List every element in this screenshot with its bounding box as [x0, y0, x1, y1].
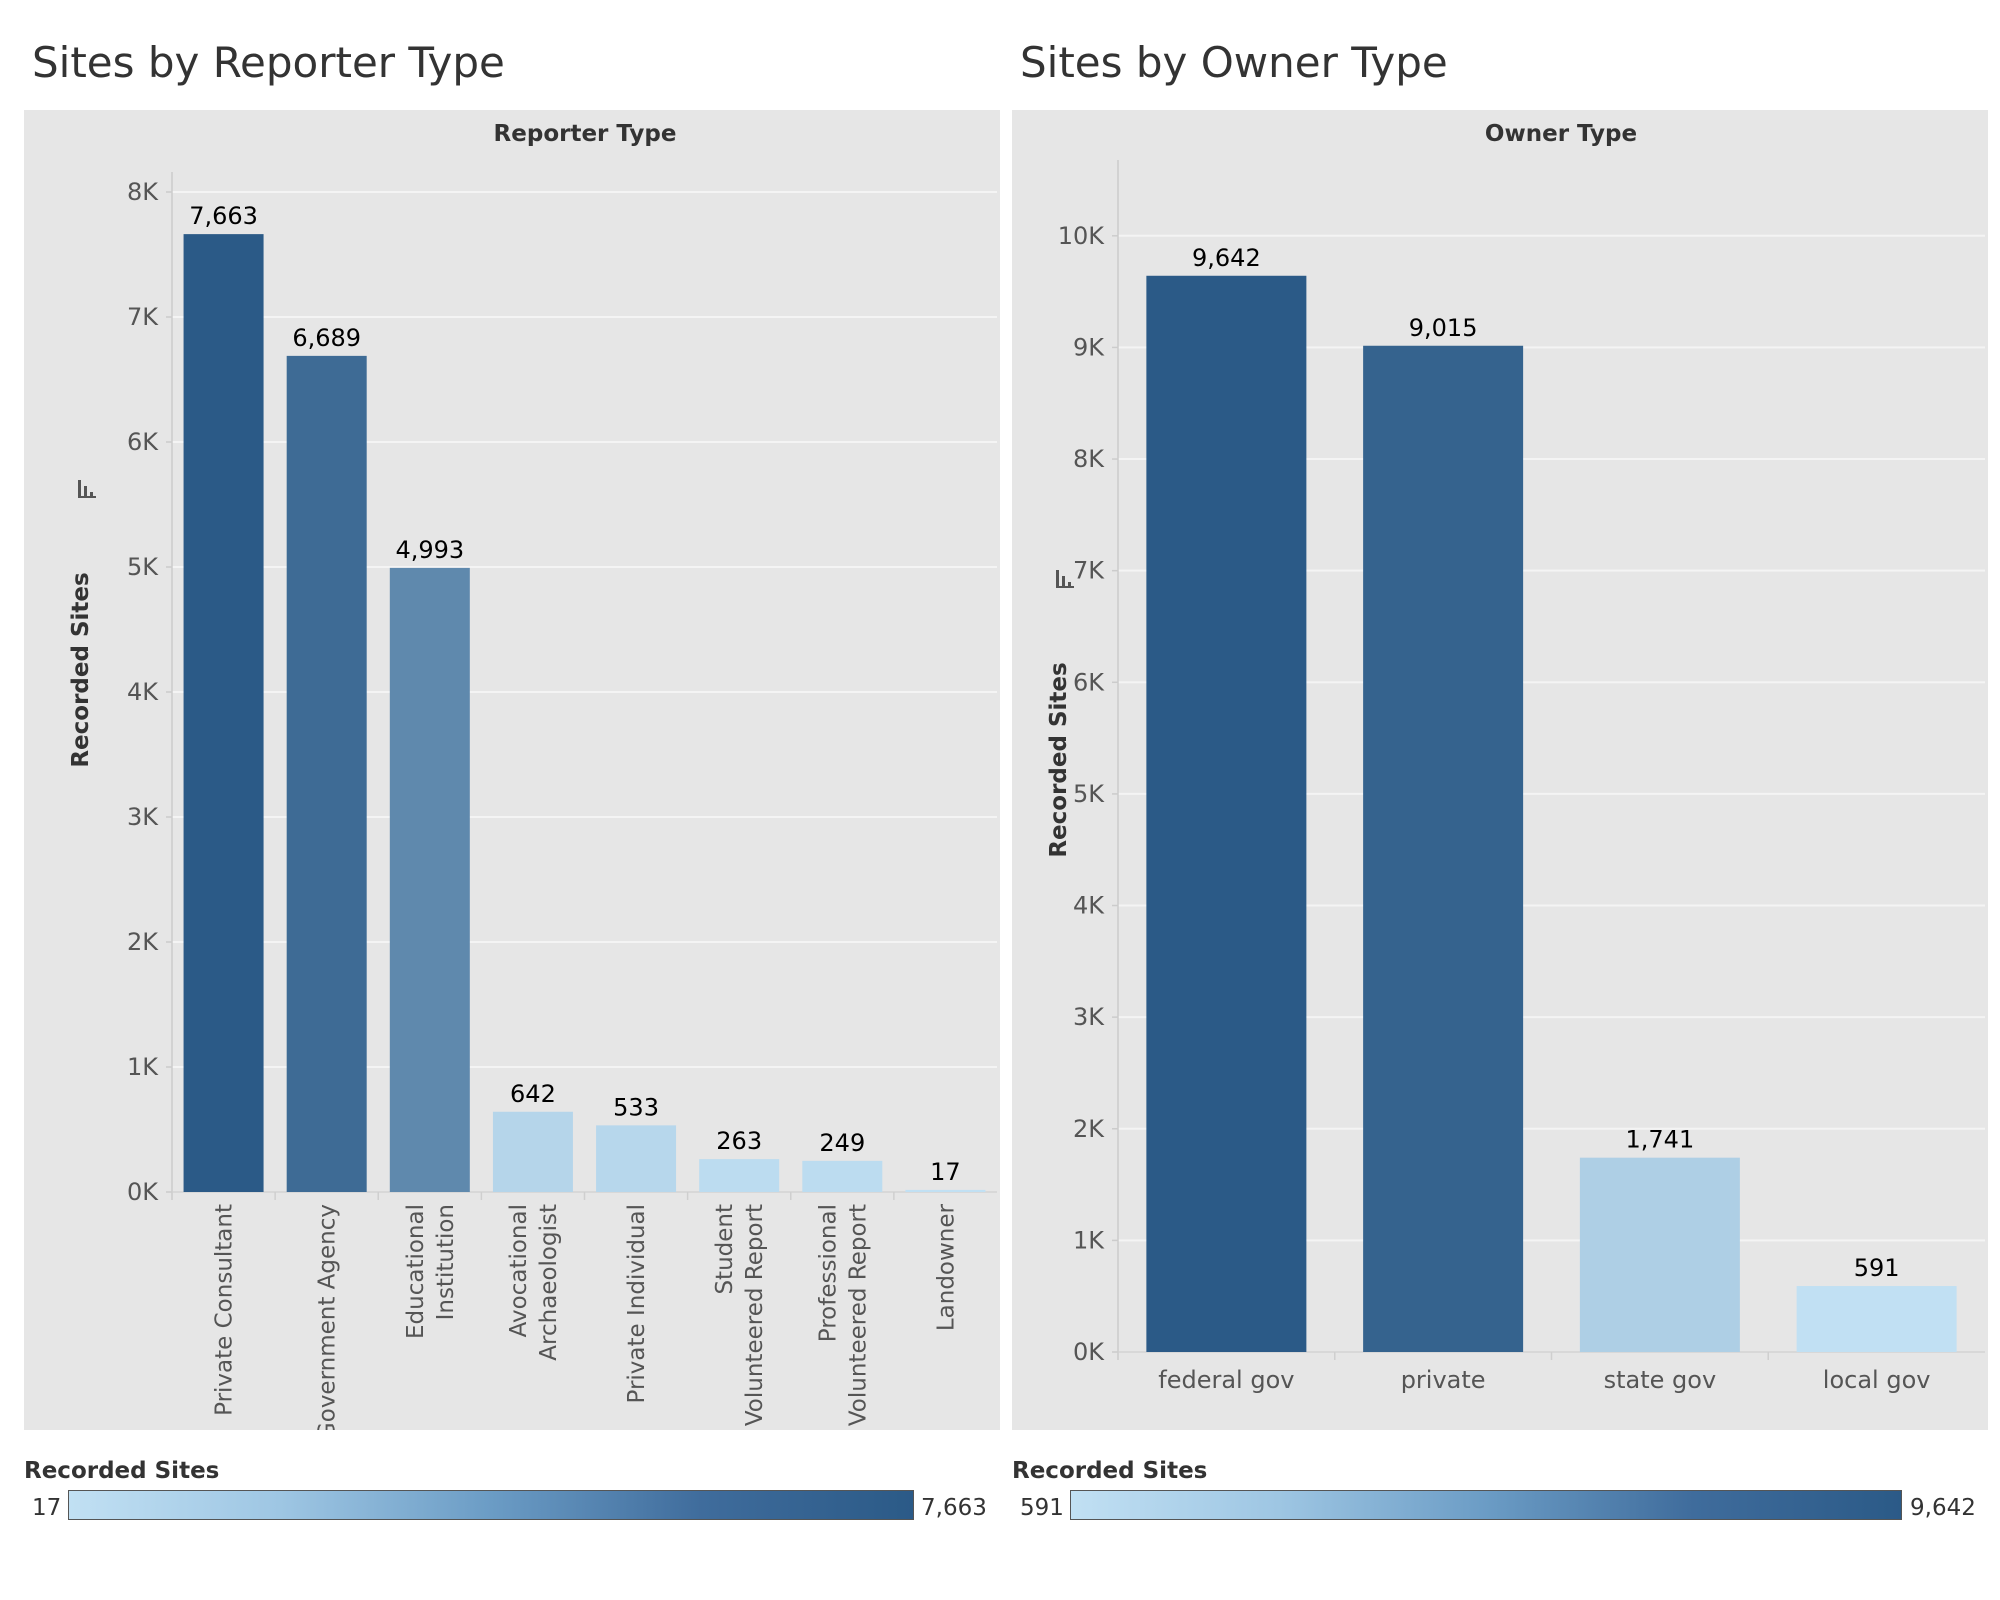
bar-value-label: 9,642	[1192, 244, 1261, 272]
sort-icon[interactable]	[1056, 570, 1074, 588]
svg-text:Volunteered Report: Volunteered Report	[742, 1204, 768, 1426]
y-tick-label: 2K	[127, 928, 159, 956]
y-tick-label: 5K	[127, 553, 159, 581]
bar-value-label: 9,015	[1409, 314, 1478, 342]
y-tick-label: 4K	[127, 678, 159, 706]
svg-text:Government Agency: Government Agency	[315, 1204, 341, 1430]
x-tick-label: Private Consultant	[212, 1204, 238, 1416]
svg-text:Private Consultant: Private Consultant	[212, 1204, 238, 1416]
bar-value-label: 249	[819, 1129, 865, 1157]
y-tick-label: 6K	[1073, 668, 1105, 696]
bar[interactable]	[183, 234, 264, 1192]
x-tick-label: Government Agency	[315, 1204, 341, 1430]
x-tick-label: local gov	[1823, 1366, 1931, 1394]
bar[interactable]	[1146, 275, 1307, 1352]
x-tick-label: Educational Institution	[403, 1204, 459, 1339]
y-tick-label: 8K	[127, 178, 159, 206]
y-tick-label: 4K	[1073, 892, 1105, 920]
y-tick-label: 1K	[1073, 1226, 1105, 1254]
sort-icon[interactable]	[78, 480, 96, 498]
y-axis-title: Recorded Sites	[68, 572, 94, 767]
y-tick-label: 2K	[1073, 1115, 1105, 1143]
bar[interactable]	[1579, 1157, 1740, 1352]
x-tick-label: Professional Volunteered Report	[815, 1204, 871, 1426]
y-tick-label: 1K	[127, 1053, 159, 1081]
svg-text:Institution: Institution	[433, 1204, 459, 1320]
bar[interactable]	[596, 1125, 677, 1192]
bar-value-label: 6,689	[292, 324, 361, 352]
owner-chart-panel: Owner Type 0K 1K 2K 3K 4K 5K 6K 7K 8K 9K 10K Recorde…	[1012, 110, 1988, 1430]
owner-legend-min: 591	[1020, 1495, 1064, 1521]
x-tick-label: state gov	[1604, 1366, 1717, 1394]
reporter-legend-gradient	[68, 1490, 914, 1520]
reporter-legend-title: Recorded Sites	[24, 1458, 220, 1484]
svg-text:Private Individual: Private Individual	[624, 1204, 650, 1404]
reporter-legend-max: 7,663	[921, 1495, 987, 1521]
bar-value-label: 533	[613, 1093, 659, 1121]
x-tick-label: private	[1401, 1366, 1486, 1394]
y-tick-label: 9K	[1073, 333, 1105, 361]
y-axis-title: Recorded Sites	[1046, 662, 1072, 857]
reporter-chart-title: Sites by Reporter Type	[32, 38, 505, 87]
y-tick-label: 7K	[1073, 557, 1105, 585]
svg-text:Professional: Professional	[815, 1204, 841, 1342]
bar[interactable]	[286, 355, 367, 1192]
bar-value-label: 1,741	[1626, 1126, 1695, 1154]
svg-text:Archaeologist: Archaeologist	[536, 1204, 562, 1361]
y-tick-label: 3K	[127, 803, 159, 831]
bar[interactable]	[389, 567, 470, 1192]
y-tick-label: 3K	[1073, 1003, 1105, 1031]
bar[interactable]	[699, 1159, 780, 1192]
bar-value-label: 4,993	[395, 536, 464, 564]
chart-header: Owner Type	[1485, 121, 1637, 147]
owner-bar-chart: Owner Type 0K 1K 2K 3K 4K 5K 6K 7K 8K 9K 10K Recorde…	[1046, 121, 1985, 1394]
bar[interactable]	[905, 1189, 986, 1192]
y-tick-label: 0K	[127, 1178, 159, 1206]
bar-value-label: 642	[510, 1080, 556, 1108]
bar-value-label: 17	[930, 1158, 961, 1186]
x-tick-label: Student Volunteered Report	[712, 1204, 768, 1426]
owner-legend-gradient	[1070, 1490, 1902, 1520]
svg-text:Avocational: Avocational	[506, 1204, 532, 1337]
x-tick-label: Landowner	[933, 1203, 959, 1331]
bar-value-label: 7,663	[189, 202, 258, 230]
x-tick-label: federal gov	[1158, 1366, 1294, 1394]
reporter-bar-chart: Reporter Type 0K 1K 2K 3K 4K 5K 6K 7K 8K Recorded …	[68, 121, 997, 1430]
bar[interactable]	[1363, 345, 1524, 1352]
owner-legend-title: Recorded Sites	[1012, 1458, 1208, 1484]
owner-legend-max: 9,642	[1910, 1495, 1976, 1521]
y-tick-label: 6K	[127, 428, 159, 456]
svg-text:Volunteered Report: Volunteered Report	[845, 1204, 871, 1426]
svg-text:Student: Student	[712, 1204, 738, 1295]
bar[interactable]	[802, 1160, 883, 1192]
reporter-legend-min: 17	[32, 1495, 62, 1521]
x-tick-label: Private Individual	[624, 1204, 650, 1404]
bar[interactable]	[1796, 1286, 1957, 1352]
bar-value-label: 263	[716, 1127, 762, 1155]
chart-header: Reporter Type	[494, 121, 677, 147]
bar[interactable]	[492, 1111, 573, 1192]
reporter-chart-panel: Reporter Type 0K 1K 2K 3K 4K 5K 6K 7K 8K Recorded …	[24, 110, 1000, 1430]
y-tick-label: 5K	[1073, 780, 1105, 808]
y-tick-label: 0K	[1073, 1338, 1105, 1366]
svg-text:Educational: Educational	[403, 1204, 429, 1339]
y-tick-label: 10K	[1058, 222, 1106, 250]
bar-value-label: 591	[1854, 1254, 1900, 1282]
svg-text:Landowner: Landowner	[933, 1203, 959, 1331]
y-tick-label: 7K	[127, 303, 159, 331]
y-tick-label: 8K	[1073, 445, 1105, 473]
owner-chart-title: Sites by Owner Type	[1020, 38, 1448, 87]
x-tick-label: Avocational Archaeologist	[506, 1204, 562, 1361]
